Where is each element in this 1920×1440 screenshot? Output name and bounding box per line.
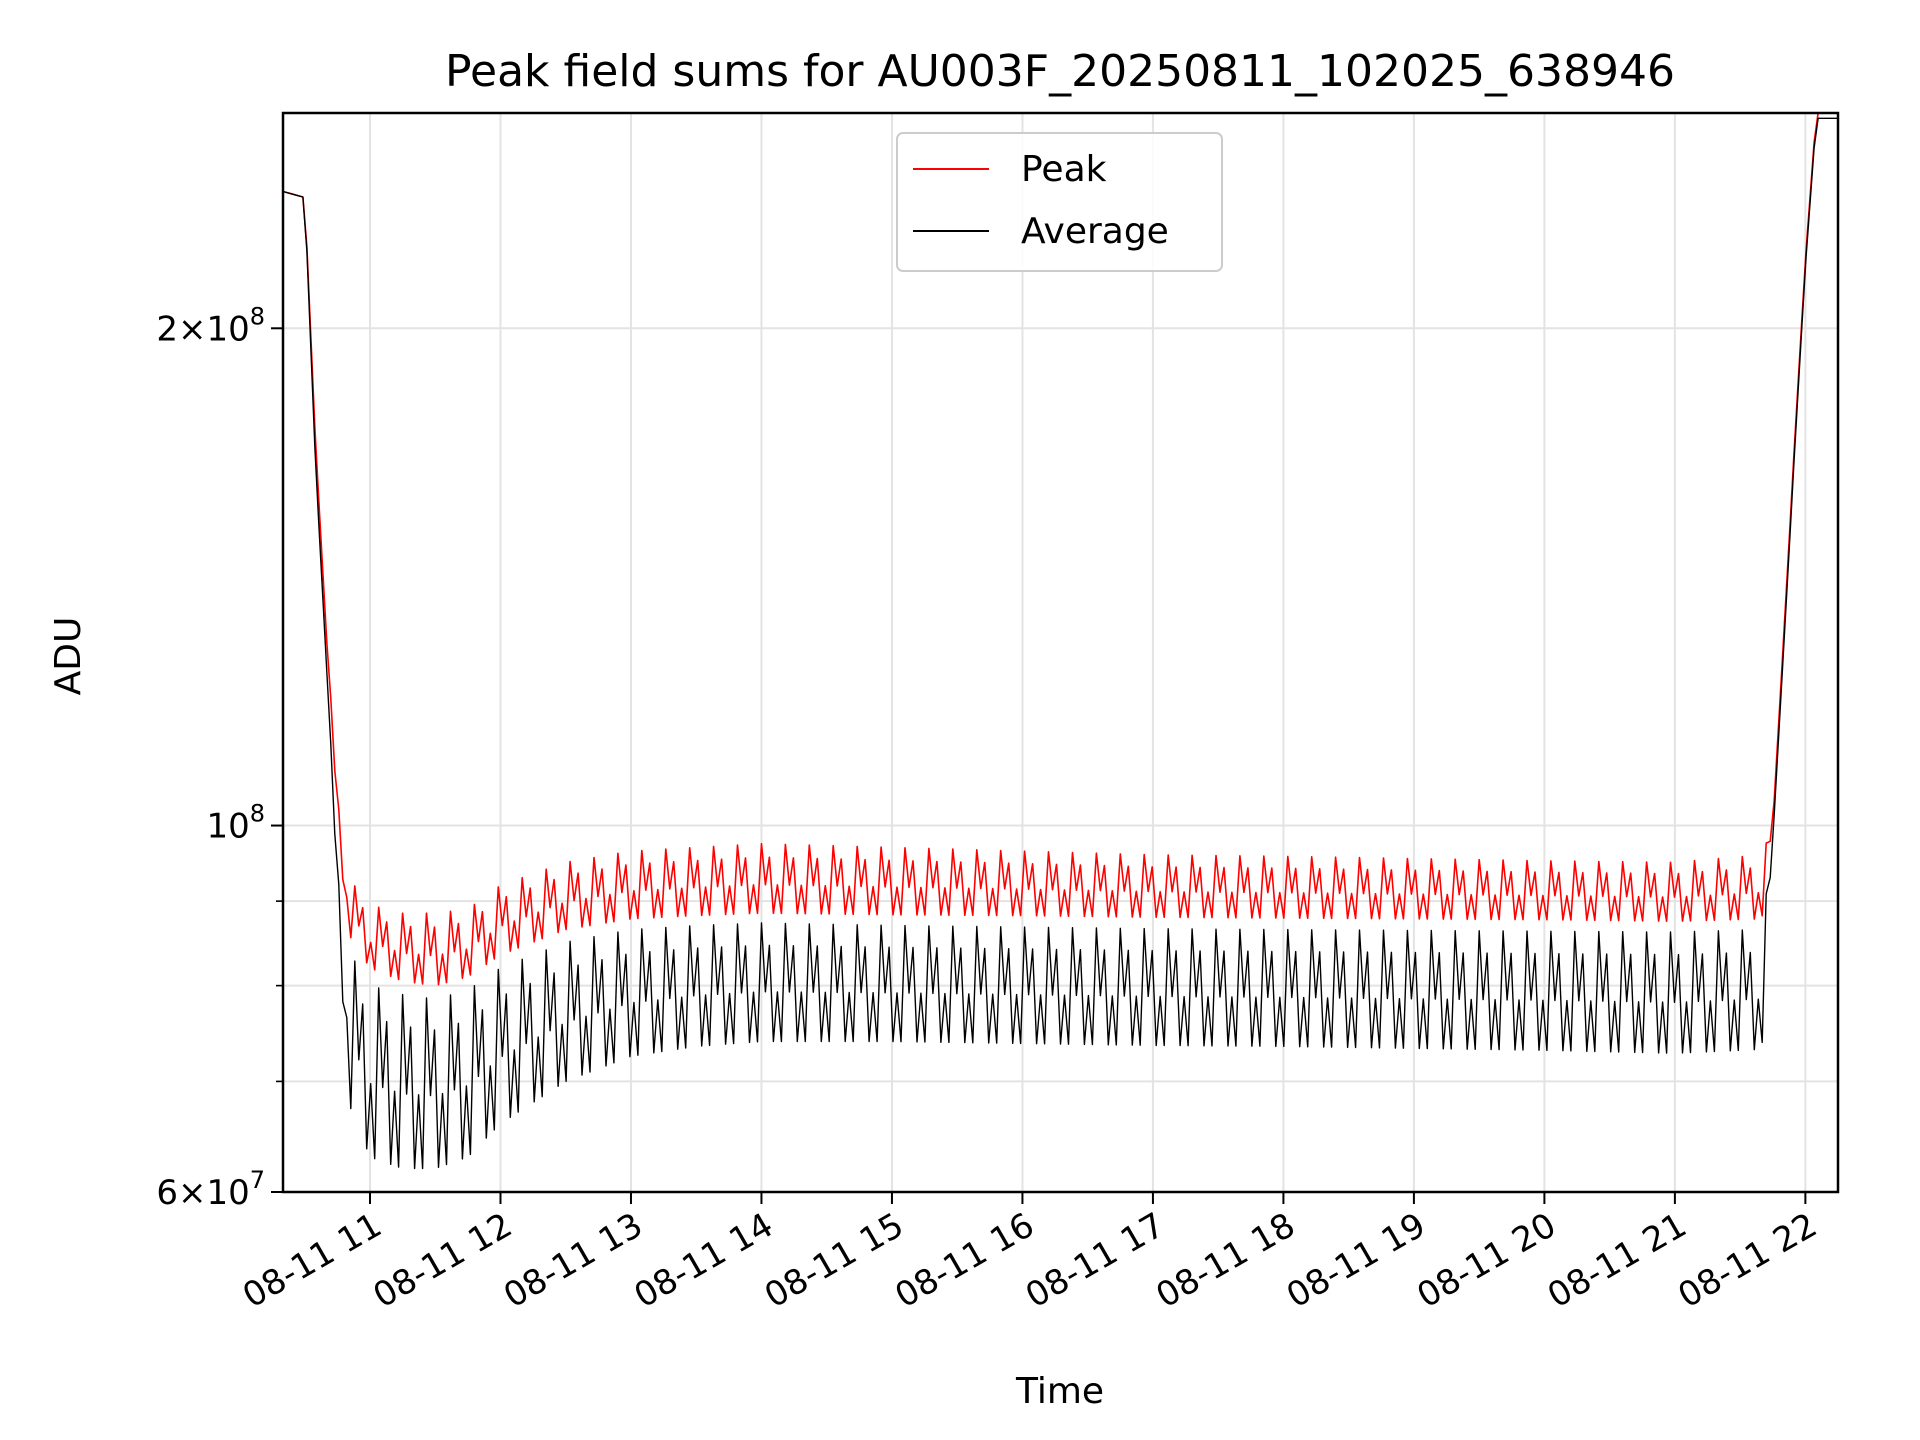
legend-box <box>896 132 1223 272</box>
y-tick-label: 108 <box>206 800 265 847</box>
y-tick-label: 2×108 <box>156 302 265 349</box>
legend-label-peak: Peak <box>1021 149 1107 190</box>
legend-label-average: Average <box>1021 211 1169 252</box>
y-tick-label: 6×107 <box>156 1166 265 1213</box>
chart-title: Peak field sums for AU003F_20250811_1020… <box>445 46 1675 97</box>
y-axis-label: ADU <box>48 617 89 696</box>
axes-frame <box>281 111 1840 1194</box>
x-axis-label: Time <box>1015 1371 1104 1412</box>
series-line-average <box>282 117 1838 1170</box>
series-line-peak <box>282 112 1838 986</box>
